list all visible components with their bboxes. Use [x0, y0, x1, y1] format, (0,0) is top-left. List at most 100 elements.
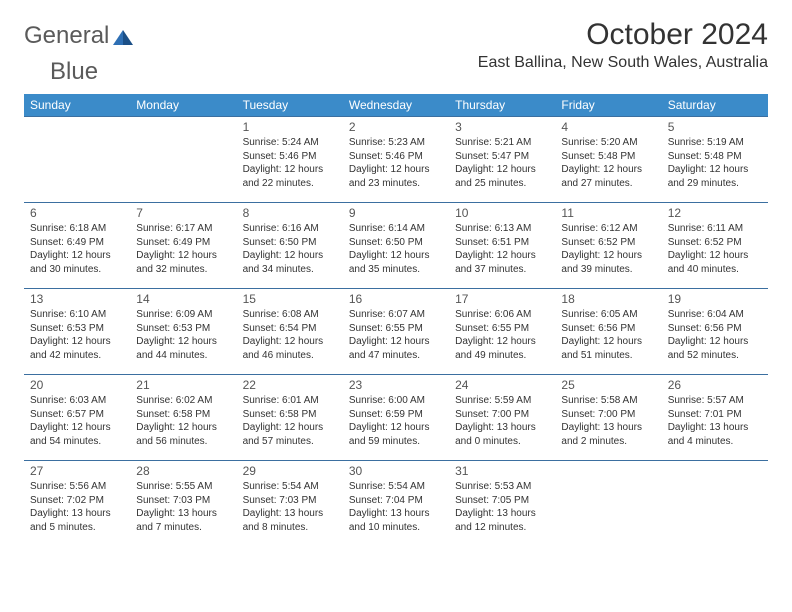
day-cell: [24, 117, 130, 203]
day-number: 6: [30, 206, 124, 220]
sunset-line: Sunset: 6:52 PM: [561, 236, 655, 250]
day-cell: 26Sunrise: 5:57 AMSunset: 7:01 PMDayligh…: [662, 375, 768, 461]
week-row: 1Sunrise: 5:24 AMSunset: 5:46 PMDaylight…: [24, 117, 768, 203]
sunset-line: Sunset: 6:56 PM: [561, 322, 655, 336]
day-cell: 16Sunrise: 6:07 AMSunset: 6:55 PMDayligh…: [343, 289, 449, 375]
day-number: 23: [349, 378, 443, 392]
sunset-line: Sunset: 6:53 PM: [30, 322, 124, 336]
day-number: 10: [455, 206, 549, 220]
day-header-tue: Tuesday: [237, 94, 343, 117]
sunset-line: Sunset: 6:56 PM: [668, 322, 762, 336]
daylight-line: Daylight: 12 hours and 39 minutes.: [561, 249, 655, 276]
daylight-line: Daylight: 13 hours and 7 minutes.: [136, 507, 230, 534]
daylight-line: Daylight: 13 hours and 4 minutes.: [668, 421, 762, 448]
sunset-line: Sunset: 6:50 PM: [243, 236, 337, 250]
sunrise-line: Sunrise: 6:09 AM: [136, 308, 230, 322]
day-cell: 6Sunrise: 6:18 AMSunset: 6:49 PMDaylight…: [24, 203, 130, 289]
day-number: 25: [561, 378, 655, 392]
daylight-line: Daylight: 12 hours and 22 minutes.: [243, 163, 337, 190]
day-cell: [555, 461, 661, 547]
day-cell: 27Sunrise: 5:56 AMSunset: 7:02 PMDayligh…: [24, 461, 130, 547]
daylight-line: Daylight: 12 hours and 57 minutes.: [243, 421, 337, 448]
logo-triangle-icon: [112, 28, 134, 46]
sunset-line: Sunset: 6:55 PM: [455, 322, 549, 336]
sunrise-line: Sunrise: 6:04 AM: [668, 308, 762, 322]
daylight-line: Daylight: 12 hours and 27 minutes.: [561, 163, 655, 190]
day-number: 1: [243, 120, 337, 134]
day-cell: 22Sunrise: 6:01 AMSunset: 6:58 PMDayligh…: [237, 375, 343, 461]
sunset-line: Sunset: 7:00 PM: [561, 408, 655, 422]
sunrise-line: Sunrise: 6:01 AM: [243, 394, 337, 408]
sunset-line: Sunset: 5:48 PM: [668, 150, 762, 164]
sunset-line: Sunset: 7:01 PM: [668, 408, 762, 422]
day-cell: 19Sunrise: 6:04 AMSunset: 6:56 PMDayligh…: [662, 289, 768, 375]
daylight-line: Daylight: 12 hours and 35 minutes.: [349, 249, 443, 276]
daylight-line: Daylight: 12 hours and 47 minutes.: [349, 335, 443, 362]
day-cell: 7Sunrise: 6:17 AMSunset: 6:49 PMDaylight…: [130, 203, 236, 289]
day-number: 27: [30, 464, 124, 478]
sunrise-line: Sunrise: 6:14 AM: [349, 222, 443, 236]
day-cell: [130, 117, 236, 203]
daylight-line: Daylight: 13 hours and 2 minutes.: [561, 421, 655, 448]
day-number: 30: [349, 464, 443, 478]
day-cell: 18 Sunrise: 6:05 AMSunset: 6:56 PMDayligh…: [555, 289, 661, 375]
month-title: October 2024: [478, 18, 768, 52]
daylight-line: Daylight: 12 hours and 52 minutes.: [668, 335, 762, 362]
sunrise-line: Sunrise: 5:56 AM: [30, 480, 124, 494]
day-cell: 3Sunrise: 5:21 AMSunset: 5:47 PMDaylight…: [449, 117, 555, 203]
sunrise-line: Sunrise: 6:12 AM: [561, 222, 655, 236]
daylight-line: Daylight: 12 hours and 42 minutes.: [30, 335, 124, 362]
header-right: October 2024 East Ballina, New South Wal…: [478, 18, 768, 72]
sunrise-line: Sunrise: 5:57 AM: [668, 394, 762, 408]
day-header-row: Sunday Monday Tuesday Wednesday Thursday…: [24, 94, 768, 117]
day-cell: 31Sunrise: 5:53 AMSunset: 7:05 PMDayligh…: [449, 461, 555, 547]
day-number: 3: [455, 120, 549, 134]
sunrise-line: Sunrise: 6:02 AM: [136, 394, 230, 408]
day-number: 13: [30, 292, 124, 306]
sunset-line: Sunset: 7:05 PM: [455, 494, 549, 508]
sunrise-line: Sunrise: 6:16 AM: [243, 222, 337, 236]
day-number: 5: [668, 120, 762, 134]
sunset-line: Sunset: 7:03 PM: [243, 494, 337, 508]
sunset-line: Sunset: 6:51 PM: [455, 236, 549, 250]
daylight-line: Daylight: 12 hours and 49 minutes.: [455, 335, 549, 362]
sunset-line: Sunset: 7:02 PM: [30, 494, 124, 508]
daylight-line: Daylight: 13 hours and 0 minutes.: [455, 421, 549, 448]
calendar-page: General October 2024 East Ballina, New S…: [0, 0, 792, 565]
day-number: 22: [243, 378, 337, 392]
sunrise-line: Sunrise: 6:08 AM: [243, 308, 337, 322]
daylight-line: Daylight: 12 hours and 46 minutes.: [243, 335, 337, 362]
sunrise-line: Sunrise: 5:23 AM: [349, 136, 443, 150]
sunrise-line: Sunrise: 5:54 AM: [243, 480, 337, 494]
sunrise-line: Sunrise: 6:00 AM: [349, 394, 443, 408]
sunrise-line: Sunrise: 5:19 AM: [668, 136, 762, 150]
day-cell: 2Sunrise: 5:23 AMSunset: 5:46 PMDaylight…: [343, 117, 449, 203]
day-number: 4: [561, 120, 655, 134]
sunrise-line: Sunrise: 5:59 AM: [455, 394, 549, 408]
day-number: 24: [455, 378, 549, 392]
sunrise-line: Sunrise: 5:58 AM: [561, 394, 655, 408]
day-number: 20: [30, 378, 124, 392]
day-cell: 24Sunrise: 5:59 AMSunset: 7:00 PMDayligh…: [449, 375, 555, 461]
day-cell: 5Sunrise: 5:19 AMSunset: 5:48 PMDaylight…: [662, 117, 768, 203]
day-cell: 11Sunrise: 6:12 AMSunset: 6:52 PMDayligh…: [555, 203, 661, 289]
daylight-line: Daylight: 12 hours and 25 minutes.: [455, 163, 549, 190]
sunrise-line: Sunrise: 6:05 AM: [561, 308, 655, 322]
sunset-line: Sunset: 6:59 PM: [349, 408, 443, 422]
day-number: 18: [561, 292, 655, 306]
week-row: 27 Sunrise: 5:56 AMSunset: 7:02 PM Dayligh…: [24, 461, 768, 547]
day-number: 21: [136, 378, 230, 392]
sunset-line: Sunset: 7:03 PM: [136, 494, 230, 508]
day-header-thu: Thursday: [449, 94, 555, 117]
sunrise-line: Sunrise: 5:54 AM: [349, 480, 443, 494]
day-number: 17: [455, 292, 549, 306]
sunrise-line: Sunrise: 6:17 AM: [136, 222, 230, 236]
week-row: 13Sunrise: 6:10 AMSunset: 6:53 PMDayligh…: [24, 289, 768, 375]
sunrise-line: Sunrise: 6:06 AM: [455, 308, 549, 322]
sunset-line: Sunset: 6:55 PM: [349, 322, 443, 336]
day-header-fri: Friday: [555, 94, 661, 117]
daylight-line: Daylight: 12 hours and 51 minutes.: [561, 335, 655, 362]
daylight-line: Daylight: 12 hours and 59 minutes.: [349, 421, 443, 448]
day-cell: 10Sunrise: 6:13 AMSunset: 6:51 PMDayligh…: [449, 203, 555, 289]
sunset-line: Sunset: 5:48 PM: [561, 150, 655, 164]
